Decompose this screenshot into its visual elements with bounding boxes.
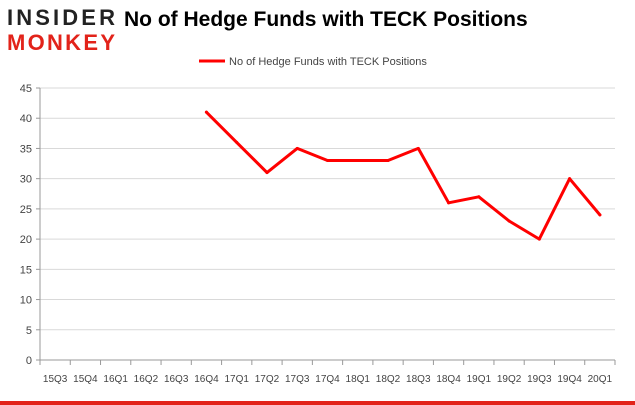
data-point [477, 195, 481, 199]
x-tick-label: 19Q2 [497, 374, 522, 385]
x-tick-label: 18Q4 [436, 374, 461, 385]
series-line [204, 110, 602, 241]
data-point [416, 146, 420, 150]
x-tick-label: 15Q3 [43, 374, 68, 385]
data-point [356, 159, 360, 163]
x-tick-label: 17Q4 [315, 374, 340, 385]
x-tick-label: 16Q4 [194, 374, 219, 385]
data-point [537, 237, 541, 241]
y-tick-label: 0 [26, 355, 32, 367]
y-tick-label: 15 [20, 264, 32, 276]
x-tick-label: 18Q2 [376, 374, 401, 385]
y-tick-label: 45 [20, 83, 32, 95]
x-tick-label: 17Q2 [255, 374, 280, 385]
data-point [204, 110, 208, 114]
data-point [598, 213, 602, 217]
x-tick-label: 15Q4 [73, 374, 98, 385]
data-point [386, 159, 390, 163]
x-tick-label: 18Q3 [406, 374, 431, 385]
x-tick-label: 19Q3 [527, 374, 552, 385]
insider-monkey-logo: INSIDER MONKEY [7, 5, 115, 54]
data-point [447, 201, 451, 205]
y-tick-labels: 0 5 10 15 20 25 30 35 40 45 [20, 83, 32, 367]
x-tick-label: 16Q3 [164, 374, 189, 385]
x-tick-label: 16Q1 [103, 374, 128, 385]
x-tick-label: 17Q1 [224, 374, 249, 385]
chart-title: No of Hedge Funds with TECK Positions [124, 8, 528, 31]
data-point [568, 177, 572, 181]
data-point [326, 159, 329, 163]
y-tick-label: 5 [26, 325, 32, 337]
x-tick-label: 19Q1 [467, 374, 492, 385]
x-tick-labels: 15Q3 15Q4 16Q1 16Q2 16Q3 16Q4 17Q1 17Q2 17Q3 17Q4… [43, 374, 613, 385]
y-tick-label: 35 [20, 143, 32, 155]
bottom-border [0, 401, 635, 405]
y-tick-label: 25 [20, 204, 32, 216]
x-tick-label: 16Q2 [134, 374, 159, 385]
data-point [507, 219, 511, 223]
x-tick-label: 20Q1 [588, 374, 613, 385]
y-tick-label: 10 [20, 295, 32, 307]
data-point [235, 140, 239, 144]
y-tick-label: 40 [20, 113, 32, 125]
data-point [265, 171, 269, 175]
x-tick-label: 19Q4 [557, 374, 582, 385]
x-tick-label: 17Q3 [285, 374, 310, 385]
legend-label: No of Hedge Funds with TECK Positions [229, 56, 427, 68]
series-lines [204, 110, 602, 241]
legend: No of Hedge Funds with TECK Positions [199, 56, 427, 68]
grid-lines [40, 87, 615, 331]
y-tick-label: 30 [20, 174, 32, 186]
x-tick-label: 18Q1 [346, 374, 371, 385]
logo-line2: MONKEY [7, 30, 115, 54]
axes [36, 87, 616, 365]
data-point [295, 146, 299, 150]
y-tick-label: 20 [20, 234, 32, 246]
